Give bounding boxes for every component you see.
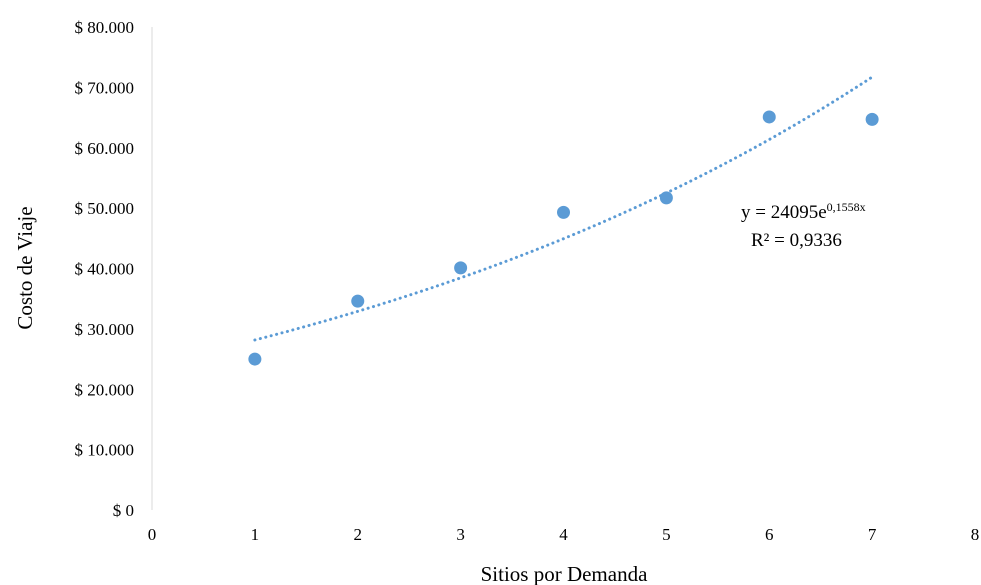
data-point (454, 261, 468, 275)
y-axis-title: Costo de Viaje (13, 206, 37, 329)
x-tick-label: 2 (354, 525, 363, 544)
x-tick-label: 3 (456, 525, 465, 544)
y-tick-label: $ 0 (113, 501, 134, 520)
trendline-path (253, 75, 874, 342)
x-tick-label: 6 (765, 525, 774, 544)
x-tick-label: 7 (868, 525, 877, 544)
y-tick-label: $ 70.000 (75, 78, 135, 97)
y-tick-label: $ 20.000 (75, 380, 135, 399)
data-point (248, 352, 262, 366)
trendline-equation-base: y = 24095e (741, 202, 827, 223)
trendline-equation-exponent: 0,1558x (827, 200, 866, 214)
data-point (659, 191, 673, 205)
x-tick-label: 0 (148, 525, 157, 544)
y-tick-labels: $ 0 $ 10.000 $ 20.000 $ 30.000 $ 40.000 $ 50.… (75, 18, 135, 520)
y-tick-label: $ 60.000 (75, 139, 135, 158)
y-tick-label: $ 50.000 (75, 199, 135, 218)
x-tick-label: 5 (662, 525, 671, 544)
r-squared-label: R² = 0,9336 (751, 230, 842, 251)
y-tick-label: $ 10.000 (75, 441, 135, 460)
y-tick-label: $ 80.000 (75, 18, 135, 37)
data-point (351, 294, 365, 308)
x-tick-labels: 0 1 2 3 4 5 6 7 8 (148, 525, 980, 544)
x-tick-label: 8 (971, 525, 980, 544)
trendline-equation: y = 24095e0,1558x R² = 0,9336 (741, 200, 866, 251)
data-point (762, 110, 776, 124)
x-tick-label: 4 (559, 525, 568, 544)
x-tick-label: 1 (251, 525, 260, 544)
x-axis-title: Sitios por Demanda (481, 562, 648, 585)
y-tick-label: $ 30.000 (75, 320, 135, 339)
data-points (248, 110, 879, 366)
data-point (865, 112, 879, 126)
trendline-equation-text: y = 24095e0,1558x (741, 200, 866, 223)
data-point (557, 205, 570, 219)
y-tick-label: $ 40.000 (75, 260, 135, 279)
trendline (253, 75, 874, 342)
